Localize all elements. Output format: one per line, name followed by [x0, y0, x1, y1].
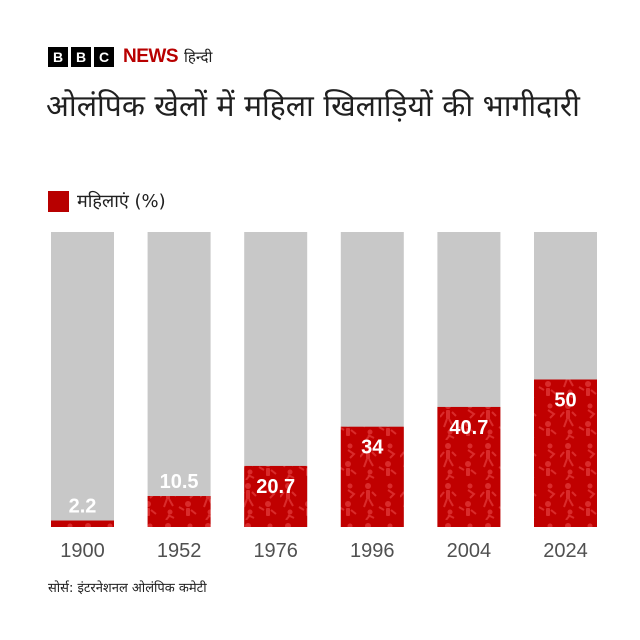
bar-track-1952	[147, 232, 211, 527]
chart-title: ओलंपिक खेलों में महिला खिलाड़ियों की भाग…	[46, 89, 580, 124]
legend-label: महिलाएं (%)	[77, 191, 166, 212]
value-label-1976: 20.7	[256, 476, 295, 498]
bar-1976	[244, 465, 308, 527]
bar-2004	[437, 406, 501, 527]
bar-1952	[147, 496, 211, 527]
x-tick-1976: 1976	[253, 540, 298, 562]
news-wordmark: NEWS	[123, 46, 179, 67]
x-tick-1952: 1952	[157, 540, 202, 562]
value-label-2004: 40.7	[449, 417, 488, 439]
bars-group	[51, 232, 597, 527]
value-labels-group: 2.2 10.5 20.7 34 40.7 50	[69, 390, 577, 518]
bar-1900	[51, 520, 114, 527]
x-tick-2004: 2004	[447, 540, 492, 562]
bar-1996	[340, 426, 404, 527]
bbc-letter-b1: B	[48, 47, 68, 67]
value-label-1952: 10.5	[160, 471, 199, 493]
x-tick-2024: 2024	[543, 540, 588, 562]
bbc-letter-c: C	[94, 47, 114, 67]
bar-track-1900	[51, 232, 114, 527]
language-label: हिन्दी	[184, 48, 213, 66]
bbc-news-hindi-logo: B B C NEWS हिन्दी	[48, 46, 212, 68]
legend: महिलाएं (%)	[48, 189, 166, 213]
x-tick-labels-group: 1900 1952 1976 1996 2004 2024	[60, 540, 588, 562]
x-tick-1900: 1900	[60, 540, 105, 562]
legend-swatch	[48, 190, 69, 212]
x-tick-1996: 1996	[350, 540, 395, 562]
value-label-1900: 2.2	[69, 496, 97, 518]
value-label-1996: 34	[361, 437, 384, 459]
value-label-2024: 50	[554, 390, 576, 412]
source-note: सोर्स: इंटरनेशनल ओलंपिक कमेटी	[48, 581, 207, 596]
bar-2024	[534, 379, 597, 527]
bbc-letter-b2: B	[71, 47, 91, 67]
